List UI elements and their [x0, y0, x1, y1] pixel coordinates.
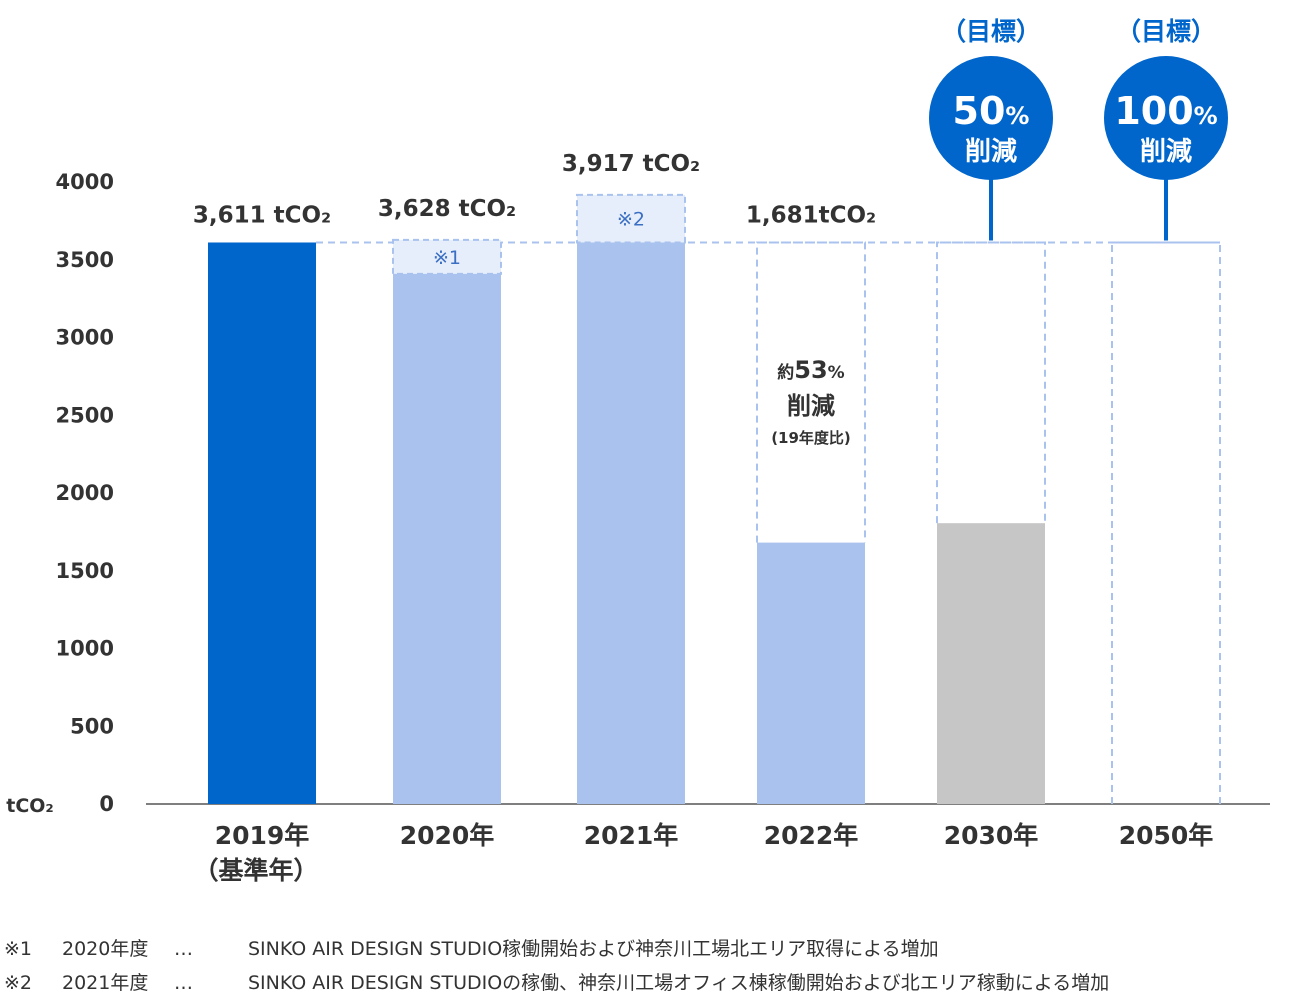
reduction-text-label: 削減: [787, 392, 835, 420]
footnote-2-mark: ※2: [4, 972, 33, 994]
y-tick-label-3000: 3000: [56, 326, 114, 350]
reduction-percent-label: 約53%: [777, 356, 844, 384]
dashed-outline-2022年: [756, 241, 866, 543]
y-tick-label-3500: 3500: [56, 248, 114, 272]
target-circle-2030年: [929, 56, 1053, 180]
y-tick-label-2500: 2500: [56, 403, 114, 427]
footnote-1-year: 2020年度: [62, 938, 149, 960]
value-label-2019年: 3,611 tCO₂: [193, 202, 331, 228]
footnote-1: ※1 2020年度 … SINKO AIR DESIGN STUDIO稼働開始および神…: [4, 934, 939, 961]
value-label-2020年: 3,628 tCO₂: [378, 196, 516, 222]
target-value-label-2050年: 100%: [1114, 89, 1217, 133]
target-header-2030年: （目標）: [941, 17, 1041, 46]
footnote-2-year: 2021年度: [62, 972, 149, 994]
y-axis-unit-label: tCO₂: [6, 795, 54, 817]
bar-2030年: [937, 523, 1045, 804]
dashed-outline-2030年: [936, 241, 1046, 524]
footnote-2-separator: …: [174, 972, 193, 994]
y-tick-label-1500: 1500: [56, 559, 114, 583]
bar-2019年: [208, 242, 316, 804]
footnote-2-text: SINKO AIR DESIGN STUDIOの稼働、神奈川工場オフィス棟稼働開…: [248, 972, 1110, 994]
x-category-label-2022年: 2022年: [764, 821, 859, 850]
value-label-2021年: 3,917 tCO₂: [562, 151, 700, 177]
increase-marker-box-2021年: [576, 193, 686, 244]
y-tick-label-0: 0: [99, 792, 114, 816]
increase-marker-label-2021年: ※2: [617, 209, 645, 231]
x-category-label-2050年: 2050年: [1119, 821, 1214, 850]
x-category-label-2021年: 2021年: [584, 821, 679, 850]
target-header-2050年: （目標）: [1116, 17, 1216, 46]
bar-2021年: [577, 242, 685, 804]
footnote-1-mark: ※1: [4, 938, 33, 960]
target-text-label-2050年: 削減: [1140, 137, 1192, 167]
value-label-2022年: 1,681tCO₂: [746, 202, 876, 228]
x-category-label-2030年: 2030年: [944, 821, 1039, 850]
bar-2022年: [757, 542, 865, 804]
dashed-outline-2050年: [1111, 241, 1221, 804]
target-value-label-2030年: 50%: [953, 89, 1030, 133]
target-text-label-2030年: 削減: [965, 137, 1017, 167]
y-tick-label-500: 500: [70, 714, 114, 738]
increase-marker-label-2020年: ※1: [433, 247, 461, 269]
footnote-2: ※2 2021年度 … SINKO AIR DESIGN STUDIOの稼働、神奈川工…: [4, 968, 1109, 995]
co2-emissions-chart: 0 500 1000 1500 2000 2500 3000 3500 4000 tCO₂ 2019…: [6, 17, 1270, 885]
y-tick-label-2000: 2000: [56, 481, 114, 505]
x-category-sublabel-2019年: （基準年）: [193, 856, 318, 885]
y-tick-label-1000: 1000: [56, 637, 114, 661]
bar-2020年: [393, 273, 501, 804]
footnote-1-separator: …: [174, 938, 193, 960]
x-category-label-2019年: 2019年: [215, 821, 310, 850]
target-circle-2050年: [1104, 56, 1228, 180]
reduction-basis-label: (19年度比): [771, 429, 851, 447]
y-tick-label-4000: 4000: [56, 170, 114, 194]
x-category-label-2020年: 2020年: [400, 821, 495, 850]
footnote-1-text: SINKO AIR DESIGN STUDIO稼働開始および神奈川工場北エリア取…: [248, 938, 939, 960]
